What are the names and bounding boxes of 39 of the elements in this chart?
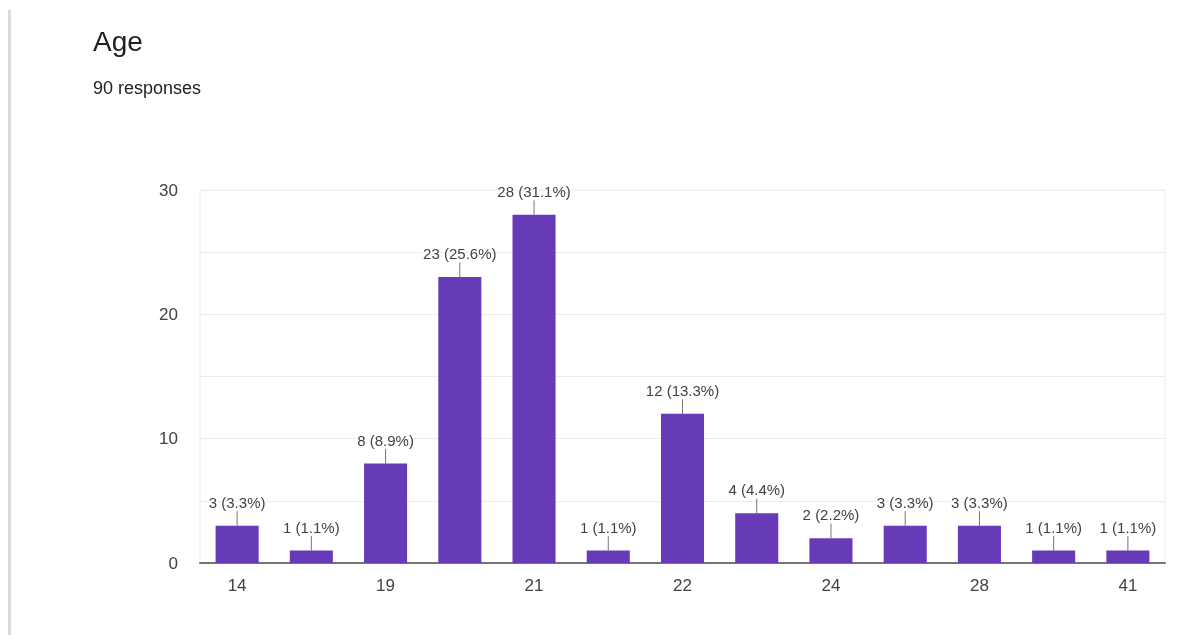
y-tick-label: 20 [159,304,178,324]
data-label: 1 (1.1%) [579,518,637,536]
data-label: 4 (4.4%) [728,481,786,499]
bar [809,538,853,563]
data-label: 12 (13.3%) [645,381,720,399]
chart-subtitle: 90 responses [93,78,202,98]
bar [438,277,482,563]
y-tick-label: 10 [159,429,178,449]
bar [215,525,259,563]
bar [1032,550,1076,563]
data-label: 8 (8.9%) [357,431,414,449]
data-label: 2 (2.2%) [802,506,860,524]
data-label: 3 (3.3%) [876,493,934,511]
data-label: 28 (31.1%) [497,182,571,200]
bar [512,214,556,563]
data-label: 3 (3.3%) [951,493,1008,511]
data-label: 1 (1.1%) [282,518,340,536]
bar [883,525,927,563]
bar [289,550,333,563]
x-tick-label: 24 [821,576,841,595]
bar [1106,550,1150,563]
bar [735,513,779,563]
data-label: 1 (1.1%) [1025,518,1083,536]
bar [660,413,705,563]
bar [586,550,630,563]
data-label: 23 (25.6%) [423,245,497,263]
bar [364,463,408,563]
x-tick-label: 28 [969,576,989,595]
data-label: 1 (1.1%) [1099,518,1157,536]
x-tick-label: 14 [227,576,247,595]
x-tick-label: 41 [1118,576,1138,595]
data-label: 3 (3.3%) [208,493,266,511]
y-tick-label: 30 [159,180,178,200]
x-tick-label: 22 [673,576,692,595]
bar [957,525,1001,563]
y-tick-label: 0 [168,553,178,573]
chart-title: Age [93,25,143,57]
x-tick-label: 21 [524,576,544,595]
x-tick-label: 19 [376,576,396,595]
